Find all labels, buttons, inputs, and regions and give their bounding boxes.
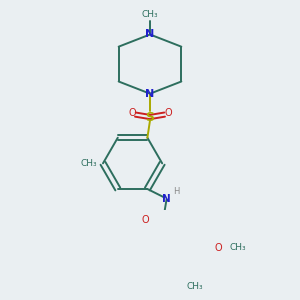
Text: CH₃: CH₃ bbox=[230, 243, 246, 252]
Text: O: O bbox=[128, 108, 136, 118]
Text: S: S bbox=[146, 110, 154, 124]
Text: CH₃: CH₃ bbox=[186, 282, 203, 291]
Text: CH₃: CH₃ bbox=[80, 159, 97, 168]
Text: N: N bbox=[146, 89, 154, 99]
Text: O: O bbox=[214, 243, 222, 253]
Text: N: N bbox=[162, 194, 171, 204]
Text: O: O bbox=[164, 108, 172, 118]
Text: N: N bbox=[146, 29, 154, 40]
Text: CH₃: CH₃ bbox=[142, 10, 158, 19]
Text: H: H bbox=[173, 187, 179, 196]
Text: O: O bbox=[141, 215, 149, 225]
